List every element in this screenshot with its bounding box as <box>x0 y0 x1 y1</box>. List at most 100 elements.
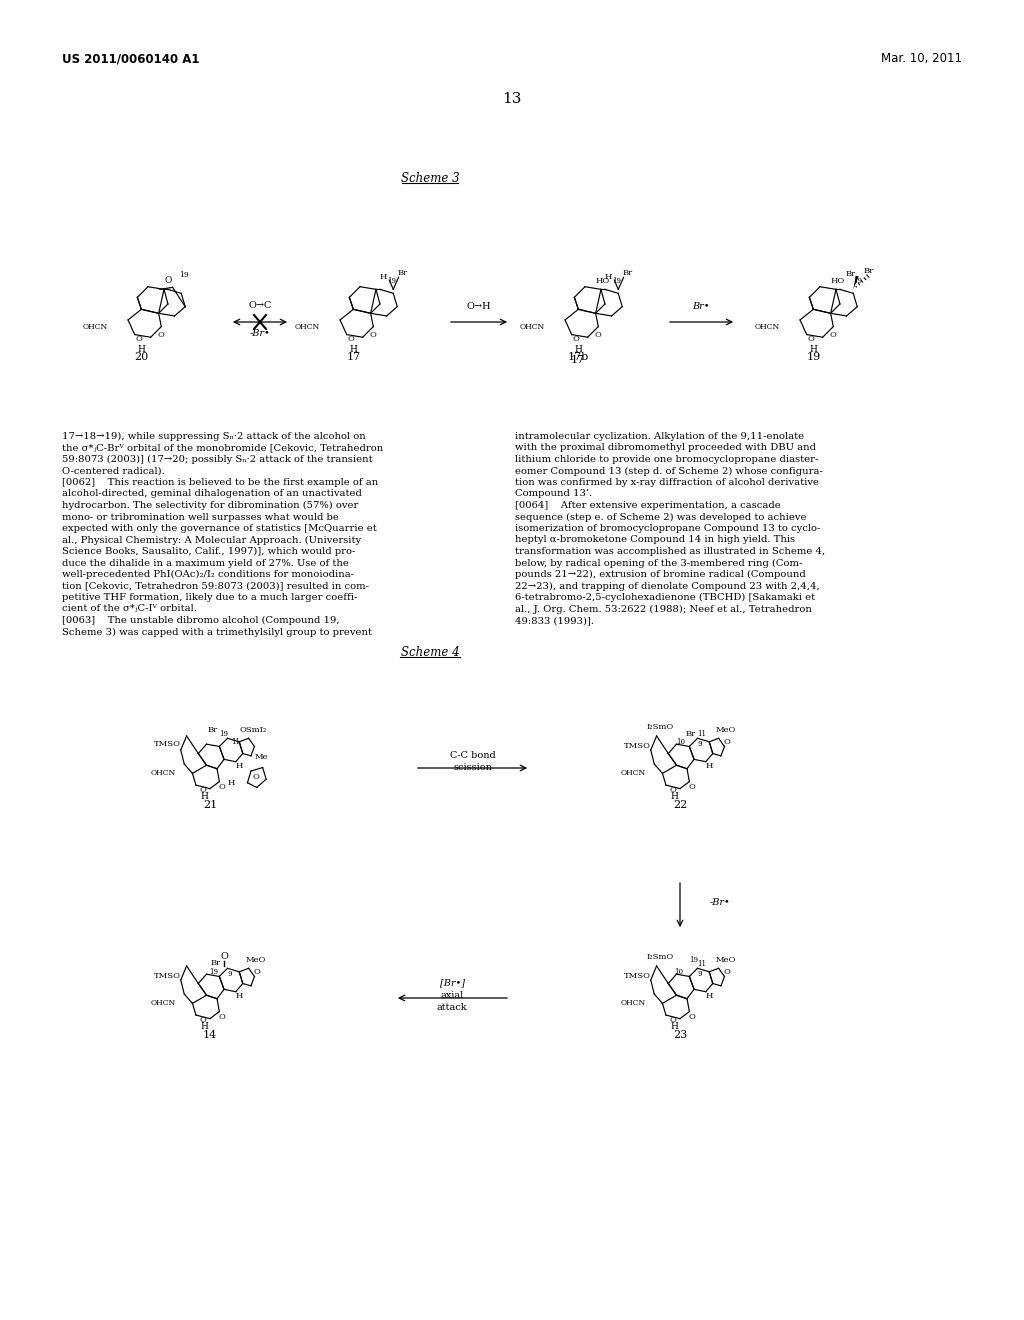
Text: H: H <box>227 779 234 787</box>
Text: O: O <box>135 334 142 343</box>
Text: Br: Br <box>211 958 221 966</box>
Text: O: O <box>807 334 814 343</box>
Text: 19: 19 <box>179 271 189 279</box>
Text: hydrocarbon. The selectivity for dibromination (57%) over: hydrocarbon. The selectivity for dibromi… <box>62 502 358 510</box>
Text: 13: 13 <box>503 92 521 106</box>
Text: 23: 23 <box>673 1030 687 1040</box>
Text: the σ*ⱼC-Brⱽ orbital of the monobromide [Cekovic, Tetrahedron: the σ*ⱼC-Brⱽ orbital of the monobromide … <box>62 444 383 453</box>
Text: 59:8073 (2003)] (17→20; possibly Sₙ·2 attack of the transient: 59:8073 (2003)] (17→20; possibly Sₙ·2 at… <box>62 455 373 465</box>
Text: 9: 9 <box>697 741 702 748</box>
Text: petitive THF formation, likely due to a much larger coeffi-: petitive THF formation, likely due to a … <box>62 593 357 602</box>
Text: Br: Br <box>846 271 856 279</box>
Text: TMSO: TMSO <box>624 973 650 981</box>
Text: Science Books, Sausalito, Calif., 1997)], which would pro-: Science Books, Sausalito, Calif., 1997)]… <box>62 546 355 556</box>
Text: 19: 19 <box>853 277 862 285</box>
Text: 19: 19 <box>387 277 396 285</box>
Text: O: O <box>220 952 228 961</box>
Text: -Br•: -Br• <box>250 329 270 338</box>
Text: H: H <box>706 762 713 770</box>
Text: OHCN: OHCN <box>520 322 545 330</box>
Text: O: O <box>595 330 602 338</box>
Text: O: O <box>252 774 259 781</box>
Text: heptyl α-bromoketone Compound 14 in high yield. This: heptyl α-bromoketone Compound 14 in high… <box>515 536 795 544</box>
Text: OHCN: OHCN <box>621 770 646 777</box>
Text: O: O <box>200 1016 207 1024</box>
Text: al., J. Org. Chem. 53:2622 (1988); Neef et al., Tetrahedron: al., J. Org. Chem. 53:2622 (1988); Neef … <box>515 605 812 614</box>
Text: O: O <box>218 784 225 792</box>
Text: transformation was accomplished as illustrated in Scheme 4,: transformation was accomplished as illus… <box>515 546 825 556</box>
Text: well-precedented PhI(OAc)₂/I₂ conditions for monoiodina-: well-precedented PhI(OAc)₂/I₂ conditions… <box>62 570 354 579</box>
Text: 19: 19 <box>806 352 820 362</box>
Text: 22→23), and trapping of dienolate Compound 23 with 2,4,4,: 22→23), and trapping of dienolate Compou… <box>515 582 820 590</box>
Text: 17b: 17b <box>567 352 589 362</box>
Text: scission: scission <box>454 763 493 772</box>
Text: sequence (step e. of Scheme 2) was developed to achieve: sequence (step e. of Scheme 2) was devel… <box>515 512 807 521</box>
Text: H: H <box>201 1022 208 1031</box>
Text: O: O <box>253 968 260 977</box>
Text: O-centered radical).: O-centered radical). <box>62 466 165 475</box>
Text: OHCN: OHCN <box>755 322 780 330</box>
Text: 9: 9 <box>227 970 232 978</box>
Text: MeO: MeO <box>245 957 265 965</box>
Text: [0064]    After extensive experimentation, a cascade: [0064] After extensive experimentation, … <box>515 502 780 510</box>
Text: O: O <box>218 1014 225 1022</box>
Text: O: O <box>670 1016 677 1024</box>
Text: eomer Compound 13 (step d. of Scheme 2) whose configura-: eomer Compound 13 (step d. of Scheme 2) … <box>515 466 823 475</box>
Text: Scheme 4: Scheme 4 <box>400 645 460 659</box>
Text: 6-tetrabromo-2,5-cyclohexadienone (TBCHD) [Sakamaki et: 6-tetrabromo-2,5-cyclohexadienone (TBCHD… <box>515 593 815 602</box>
Text: O: O <box>347 334 354 343</box>
Text: with the proximal dibromomethyl proceeded with DBU and: with the proximal dibromomethyl proceede… <box>515 444 816 453</box>
Text: axial: axial <box>440 991 464 1001</box>
Text: H: H <box>809 345 817 354</box>
Text: OHCN: OHCN <box>295 322 321 330</box>
Text: H: H <box>604 273 611 281</box>
Text: Scheme 3) was capped with a trimethylsilyl group to prevent: Scheme 3) was capped with a trimethylsil… <box>62 627 372 636</box>
Text: below, by radical opening of the 3-membered ring (Com-: below, by radical opening of the 3-membe… <box>515 558 803 568</box>
Text: 11: 11 <box>231 738 240 746</box>
Text: O: O <box>688 784 695 792</box>
Text: cient of the σ*ⱼC-Iⱽ orbital.: cient of the σ*ⱼC-Iⱽ orbital. <box>62 605 197 614</box>
Text: O: O <box>670 787 677 795</box>
Text: Me: Me <box>254 754 268 762</box>
Text: 11: 11 <box>697 730 707 738</box>
Text: pounds 21→22), extrusion of bromine radical (Compound: pounds 21→22), extrusion of bromine radi… <box>515 570 806 579</box>
Polygon shape <box>853 276 859 289</box>
Text: H: H <box>671 1022 678 1031</box>
Text: Br: Br <box>207 726 217 734</box>
Text: US 2011/0060140 A1: US 2011/0060140 A1 <box>62 51 200 65</box>
Text: O: O <box>370 330 377 338</box>
Text: H: H <box>201 792 208 801</box>
Text: H: H <box>236 991 243 999</box>
Text: MeO: MeO <box>715 957 735 965</box>
Text: [0063]    The unstable dibromo alcohol (Compound 19,: [0063] The unstable dibromo alcohol (Com… <box>62 616 340 626</box>
Text: O: O <box>723 968 730 977</box>
Text: O: O <box>165 276 172 285</box>
Text: 19: 19 <box>219 730 228 738</box>
Text: 49:833 (1993)].: 49:833 (1993)]. <box>515 616 594 624</box>
Text: alcohol-directed, geminal dihalogenation of an unactivated: alcohol-directed, geminal dihalogenation… <box>62 490 361 499</box>
Text: C-C bond: C-C bond <box>451 751 496 760</box>
Text: 17: 17 <box>571 355 585 366</box>
Text: OHCN: OHCN <box>151 999 176 1007</box>
Text: 20: 20 <box>134 352 148 362</box>
Text: Br: Br <box>864 268 874 276</box>
Text: O: O <box>723 738 730 746</box>
Text: 9: 9 <box>697 970 702 978</box>
Text: lithium chloride to provide one bromocyclopropane diaster-: lithium chloride to provide one bromocyc… <box>515 455 818 465</box>
Text: 10: 10 <box>677 738 685 746</box>
Text: H: H <box>574 345 583 354</box>
Text: H: H <box>379 273 387 281</box>
Text: O: O <box>158 330 165 338</box>
Text: -Br•: -Br• <box>710 898 731 907</box>
Text: [Br•]: [Br•] <box>439 978 465 987</box>
Text: 17: 17 <box>346 352 360 362</box>
Text: expected with only the governance of statistics [McQuarrie et: expected with only the governance of sta… <box>62 524 377 533</box>
Text: HO: HO <box>595 277 609 285</box>
Text: OHCN: OHCN <box>151 770 176 777</box>
Text: Br•: Br• <box>692 302 710 312</box>
Text: Br: Br <box>397 269 408 277</box>
Text: intramolecular cyclization. Alkylation of the 9,11-enolate: intramolecular cyclization. Alkylation o… <box>515 432 804 441</box>
Text: O: O <box>200 787 207 795</box>
Text: TMSO: TMSO <box>624 742 650 751</box>
Text: mono- or tribromination well surpasses what would be: mono- or tribromination well surpasses w… <box>62 512 339 521</box>
